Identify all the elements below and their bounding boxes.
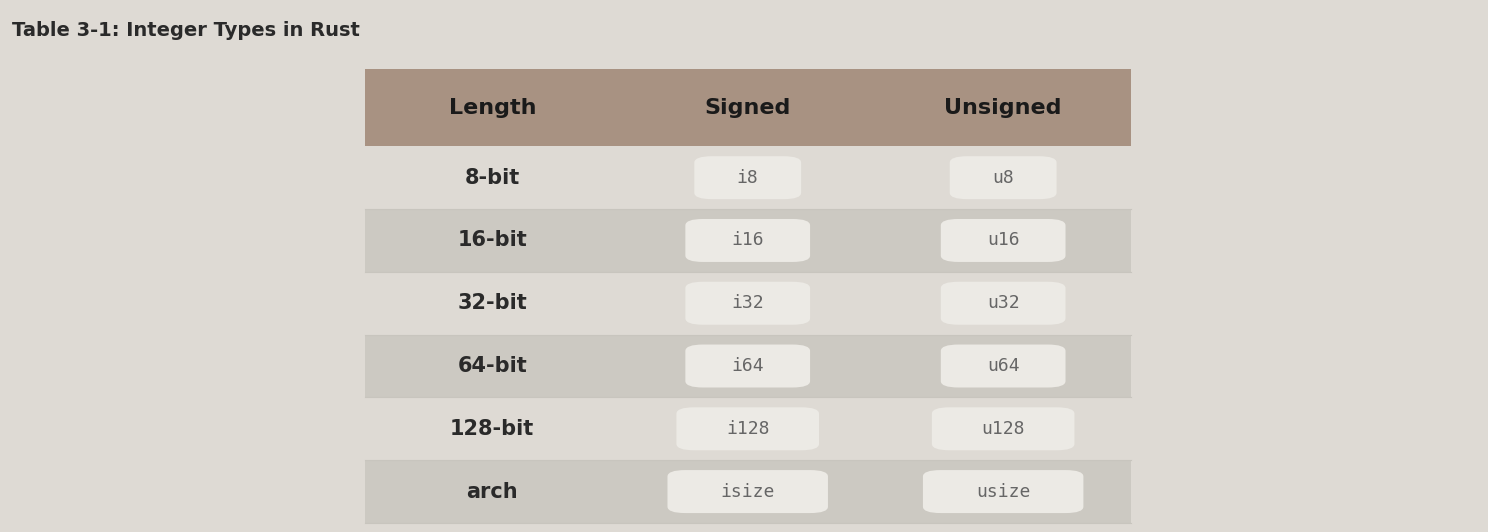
Text: Signed: Signed xyxy=(704,98,792,118)
Bar xyxy=(365,397,1131,460)
Bar xyxy=(365,272,1131,335)
Text: arch: arch xyxy=(466,481,518,502)
Text: i32: i32 xyxy=(732,294,763,312)
FancyBboxPatch shape xyxy=(677,408,818,450)
Bar xyxy=(365,335,1131,397)
FancyBboxPatch shape xyxy=(686,345,809,387)
Text: u32: u32 xyxy=(987,294,1019,312)
Text: u64: u64 xyxy=(987,357,1019,375)
Text: i128: i128 xyxy=(726,420,769,438)
Text: 64-bit: 64-bit xyxy=(457,356,527,376)
FancyBboxPatch shape xyxy=(668,470,827,513)
Text: Unsigned: Unsigned xyxy=(945,98,1062,118)
Text: isize: isize xyxy=(720,483,775,501)
Text: i8: i8 xyxy=(737,169,759,187)
FancyBboxPatch shape xyxy=(949,156,1056,199)
FancyBboxPatch shape xyxy=(940,345,1065,387)
Text: 32-bit: 32-bit xyxy=(457,293,527,313)
Text: Table 3-1: Integer Types in Rust: Table 3-1: Integer Types in Rust xyxy=(12,21,360,40)
Bar xyxy=(365,209,1131,272)
Text: Length: Length xyxy=(448,98,536,118)
FancyBboxPatch shape xyxy=(686,282,809,325)
Text: 16-bit: 16-bit xyxy=(457,230,527,251)
Bar xyxy=(365,69,1131,146)
Text: i64: i64 xyxy=(732,357,763,375)
FancyBboxPatch shape xyxy=(923,470,1083,513)
Text: usize: usize xyxy=(976,483,1030,501)
Bar xyxy=(365,146,1131,209)
Bar xyxy=(365,460,1131,523)
FancyBboxPatch shape xyxy=(931,408,1074,450)
Text: u16: u16 xyxy=(987,231,1019,250)
Text: u8: u8 xyxy=(992,169,1013,187)
Text: i16: i16 xyxy=(732,231,763,250)
FancyBboxPatch shape xyxy=(940,282,1065,325)
FancyBboxPatch shape xyxy=(940,219,1065,262)
FancyBboxPatch shape xyxy=(695,156,801,199)
Text: 128-bit: 128-bit xyxy=(451,419,534,439)
Text: u128: u128 xyxy=(982,420,1025,438)
Text: 8-bit: 8-bit xyxy=(464,168,519,188)
FancyBboxPatch shape xyxy=(686,219,809,262)
